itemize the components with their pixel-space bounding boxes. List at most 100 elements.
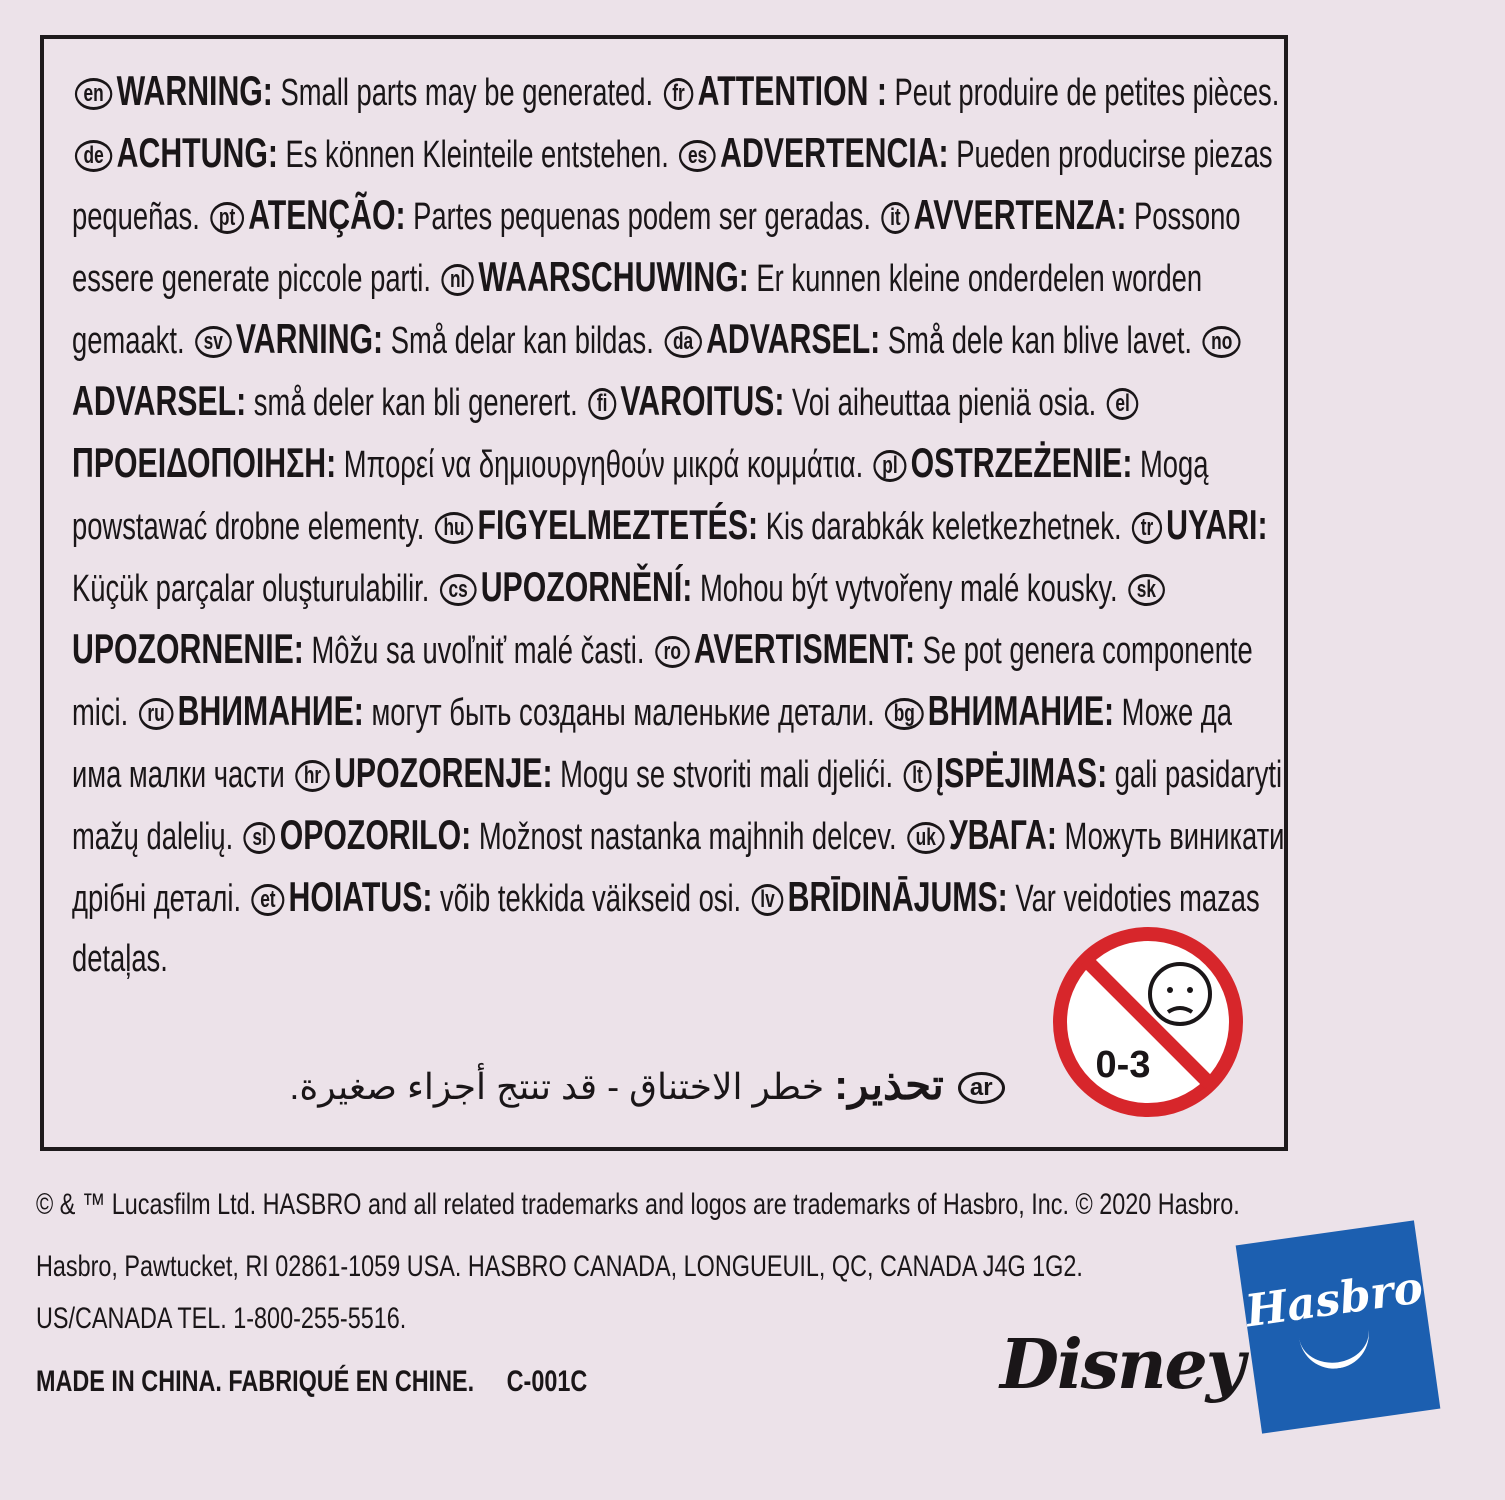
language-code-badge: et xyxy=(251,884,285,916)
warning-entry-de: de ACHTUNG: Es können Kleinteile entstehe… xyxy=(72,129,676,176)
warning-heading: UPOZORENJE: xyxy=(334,749,553,796)
warning-heading: OPOZORILO: xyxy=(279,811,472,858)
address-line: Hasbro, Pawtucket, RI 02861-1059 USA. HA… xyxy=(36,1250,1083,1283)
warning-text: Mogą powstawać drobne elementy. xyxy=(72,444,1209,548)
warning-entry-tr: tr UYARI: Küçük parçalar oluşturulabilir. xyxy=(72,501,1268,610)
warning-heading: ВНИМАНИЕ: xyxy=(177,687,364,734)
language-code-badge: sk xyxy=(1128,574,1165,606)
warning-text: Små delar kan bildas. xyxy=(390,320,654,362)
warning-text: Possono essere generate piccole parti. xyxy=(72,196,1241,300)
warning-text: gali pasidaryti mažų dalelių. xyxy=(72,754,1283,858)
warning-entry-it: it AVVERTENZA: Possono essere generate pi… xyxy=(72,191,1241,300)
warning-entry-lv: lv BRĪDINĀJUMS: Var veidoties mazas detaļ… xyxy=(72,873,1260,980)
warning-entry-nl: nl WAARSCHUWING: Er kunnen kleine onderde… xyxy=(72,253,1203,362)
warning-heading: HOIATUS: xyxy=(288,873,433,920)
phone-line: US/CANADA TEL. 1-800-255-5516. xyxy=(36,1302,407,1335)
warning-heading: OSTRZEŻENIE: xyxy=(910,439,1133,486)
warning-entry-lt: lt ĮSPĖJIMAS: gali pasidaryti mažų daleli… xyxy=(72,749,1283,858)
no-baby-icon: 0-3 xyxy=(1053,927,1243,1117)
language-code-badge: en xyxy=(74,78,113,110)
warning-text: võib tekkida väikseid osi. xyxy=(440,878,742,920)
warning-heading: WARNING: xyxy=(116,67,273,114)
warning-text: Mohou být vytvořeny malé kousky. xyxy=(699,568,1118,610)
warning-heading: ATTENTION : xyxy=(697,67,887,114)
warning-entry-ro: ro AVERTISMENT: Se pot genera componente … xyxy=(72,625,1253,734)
warning-entry-uk: uk УВАГА: Можуть виникати дрібні деталі. xyxy=(72,811,1285,920)
arabic-warning: ar تحذير: خطر الاختناق - قد تنتج أجزاء ص… xyxy=(270,1060,1030,1109)
warning-text: små deler kan bli generert. xyxy=(253,382,578,424)
warning-heading: ACHTUNG: xyxy=(116,129,278,176)
warning-entry-cs: cs UPOZORNĚNÍ: Mohou být vytvořeny malé k… xyxy=(437,563,1125,610)
language-code-badge: lt xyxy=(903,760,932,792)
warning-text: Partes pequenas podem ser geradas. xyxy=(413,196,871,238)
warning-entry-es: es ADVERTENCIA: Pueden producirse piezas … xyxy=(72,129,1273,238)
warning-entry-et: et HOIATUS: võib tekkida väikseid osi. xyxy=(249,873,749,920)
warning-text: Es können Kleinteile entstehen. xyxy=(285,134,669,176)
language-code-badge: uk xyxy=(907,822,945,854)
warning-entry-bg: bg ВНИМАНИЕ: Може да има малки части xyxy=(72,687,1232,796)
warning-entry-fr: fr ATTENTION : Peut produire de petites p… xyxy=(661,67,1280,114)
warning-entry-hu: hu FIGYELMEZTETÉS: Kis darabkák keletkezh… xyxy=(432,501,1129,548)
warning-heading: UPOZORNĚNÍ: xyxy=(480,563,693,610)
warning-text: Μπορεί να δημιουργηθούν μικρά κομμάτια. xyxy=(343,444,864,486)
warning-text: Možnost nastanka majhnih delcev. xyxy=(478,816,897,858)
language-code-badge: hr xyxy=(295,760,330,792)
warning-heading: ĮSPĖJIMAS: xyxy=(935,749,1108,796)
language-code-badge: sv xyxy=(195,326,232,358)
warning-entry-da: da ADVARSEL: Små dele kan blive lavet. xyxy=(661,315,1199,362)
warning-heading: FIGYELMEZTETÉS: xyxy=(477,501,759,548)
language-code-badge: no xyxy=(1202,326,1241,358)
copyright-line: © & ™ Lucasfilm Ltd. HASBRO and all rela… xyxy=(36,1188,1240,1221)
language-code-badge: fr xyxy=(663,78,694,110)
warning-heading: ATENÇÃO: xyxy=(248,191,406,238)
age-label: 0-3 xyxy=(1096,1044,1151,1086)
language-code-badge: hu xyxy=(434,512,474,544)
warning-text: Можуть виникати дрібні деталі. xyxy=(72,816,1285,920)
warning-box: en WARNING: Small parts may be generated.… xyxy=(40,35,1288,1151)
warning-text: Small parts may be generated. xyxy=(280,72,654,114)
language-code-badge: pl xyxy=(873,450,907,482)
warning-text: Küçük parçalar oluşturulabilir. xyxy=(72,568,430,610)
warning-heading: ADVARSEL: xyxy=(72,377,247,424)
warning-heading: VAROITUS: xyxy=(620,377,785,424)
language-code-badge: da xyxy=(664,326,702,358)
warning-heading: WAARSCHUWING: xyxy=(478,253,749,300)
warning-text: Може да има малки части xyxy=(72,692,1232,796)
warning-entry-sk: sk UPOZORNENIE: Môžu sa uvoľniť malé čast… xyxy=(72,568,1169,672)
warning-heading: AVVERTENZA: xyxy=(913,191,1127,238)
warning-text: Små dele kan blive lavet. xyxy=(887,320,1193,362)
language-code-badge: ru xyxy=(138,698,174,730)
warning-heading: ΠΡΟΕΙΔΟΠΟΙΗΣΗ: xyxy=(72,439,337,486)
warning-text: Er kunnen kleine onderdelen worden gemaa… xyxy=(72,258,1203,362)
warning-text: خطر الاختناق - قد تنتج أجزاء صغيرة. xyxy=(289,1066,825,1107)
warning-entry-fi: fi VAROITUS: Voi aiheuttaa pieniä osia. xyxy=(585,377,1104,424)
language-code-badge: bg xyxy=(885,698,924,730)
language-code-badge: de xyxy=(74,140,113,172)
language-code-badge: el xyxy=(1106,388,1139,420)
language-code-badge: it xyxy=(881,202,910,234)
warning-heading: VARNING: xyxy=(235,315,384,362)
warning-heading: ADVERTENCIA: xyxy=(720,129,949,176)
warning-text: Var veidoties mazas detaļas. xyxy=(72,878,1260,980)
warning-entry-hr: hr UPOZORENJE: Mogu se stvoriti mali djel… xyxy=(292,749,900,796)
language-code-badge: tr xyxy=(1132,512,1162,544)
warning-heading: BRĪDINĀJUMS: xyxy=(787,873,1008,920)
warning-text: Pueden producirse piezas pequeñas. xyxy=(72,134,1273,238)
language-code-badge: nl xyxy=(441,264,475,296)
warning-heading: AVERTISMENT: xyxy=(693,625,916,672)
multilingual-warnings: en WARNING: Small parts may be generated.… xyxy=(72,61,1289,989)
warning-entry-ru: ru ВНИМАНИЕ: могут быть созданы маленькие… xyxy=(136,687,882,734)
warning-heading: ADVARSEL: xyxy=(706,315,881,362)
warning-heading: تحذير: xyxy=(834,1061,944,1108)
warning-entry-el: el ΠΡΟΕΙΔΟΠΟΙΗΣΗ: Μπορεί να δημιουργηθούν… xyxy=(72,382,1143,486)
language-code-badge: pt xyxy=(210,202,244,234)
warning-text: Peut produire de petites pièces. xyxy=(894,72,1280,114)
language-code-badge: es xyxy=(679,140,716,172)
warning-text: Kis darabkák keletkezhetnek. xyxy=(765,506,1122,548)
warning-entry-no: no ADVARSEL: små deler kan bli generert. xyxy=(72,320,1245,424)
warning-entry-sl: sl OPOZORILO: Možnost nastanka majhnih de… xyxy=(241,811,904,858)
warning-text: Se pot genera componente mici. xyxy=(72,630,1253,734)
warning-heading: ВНИМАНИЕ: xyxy=(927,687,1115,734)
language-code-badge: ar xyxy=(957,1072,1005,1104)
language-code-badge: cs xyxy=(439,574,477,606)
